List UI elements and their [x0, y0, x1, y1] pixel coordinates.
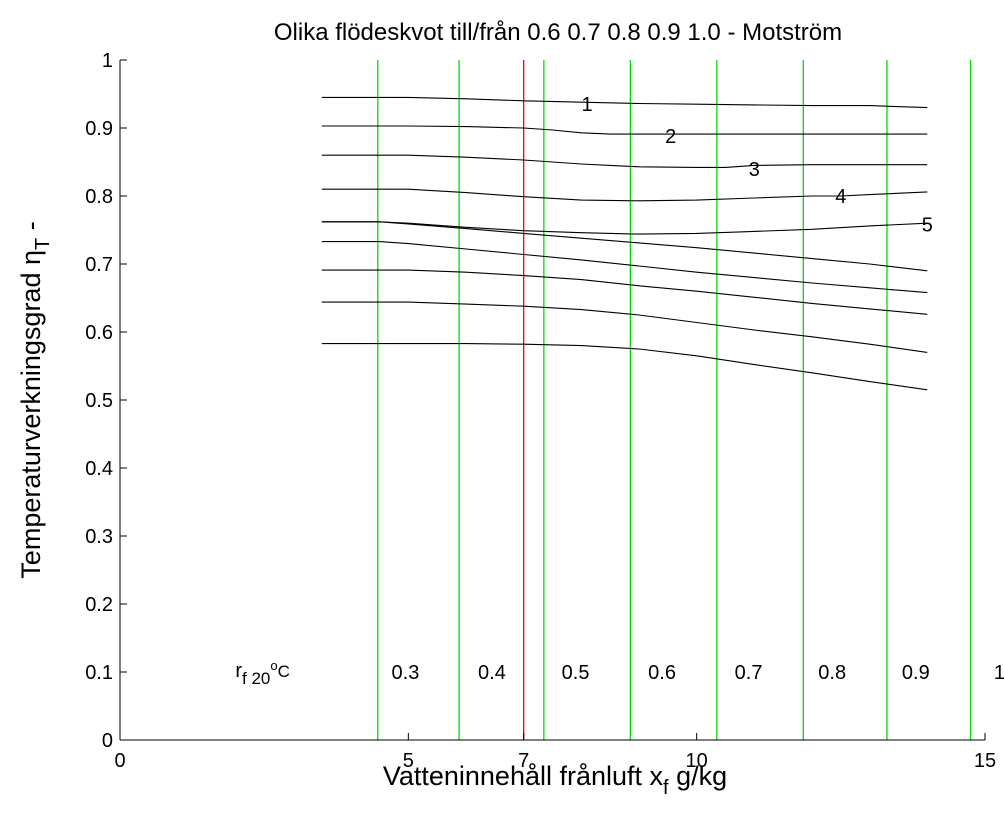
efficiency-curves [321, 96, 928, 391]
rf-value-3: 0.6 [648, 662, 676, 684]
vertical-lines [377, 60, 972, 740]
rf-value-2: 0.5 [562, 662, 590, 684]
y-ticks: 0 0.1 0.2 0.3 0.4 0.5 0.6 0.7 0.8 0.9 1 [85, 50, 127, 752]
rf-value-6: 0.9 [902, 662, 930, 684]
rf-label-main: r [235, 660, 242, 682]
rf-value-7: 1 [994, 662, 1004, 684]
y-tick-label-1: 0.1 [85, 662, 113, 684]
x-axis-label-main: Vatteninnehåll frånluft x [383, 761, 664, 791]
y-tick-label-7: 0.7 [85, 254, 113, 276]
rf-value-labels: 0.3 0.4 0.5 0.6 0.7 0.8 0.9 1 [392, 662, 1004, 684]
curve-2 [321, 125, 928, 135]
x-tick-label-4: 15 [974, 750, 996, 772]
curve-label-4: 4 [835, 186, 846, 208]
curve-1 [321, 96, 928, 109]
rf-value-1: 0.4 [478, 662, 506, 684]
y-axis-label-tail: - [16, 221, 46, 238]
curve-9 [321, 301, 928, 353]
y-tick-label-5: 0.5 [85, 390, 113, 412]
x-axis-label-sub: f [663, 777, 669, 799]
chart-title: Olika flödeskvot till/från 0.6 0.7 0.8 0… [274, 19, 842, 46]
rf-value-0: 0.3 [392, 662, 420, 684]
curve-label-1: 1 [582, 94, 593, 116]
rf-value-4: 0.7 [735, 662, 763, 684]
curve-8 [321, 269, 928, 315]
y-tick-label-4: 0.4 [85, 458, 113, 480]
curve-4 [321, 188, 928, 202]
y-axis-label-main: Temperaturverkningsgrad η [16, 250, 46, 579]
y-tick-label-2: 0.2 [85, 594, 113, 616]
rf-label-sub: f 20 [242, 669, 270, 688]
y-tick-label-9: 0.9 [85, 118, 113, 140]
curve-6 [321, 221, 928, 272]
y-tick-label-8: 0.8 [85, 186, 113, 208]
curve-3 [321, 154, 928, 168]
x-tick-label-0: 0 [114, 750, 125, 772]
curve-label-5: 5 [922, 215, 933, 237]
y-tick-label-10: 1 [102, 50, 113, 72]
curve-label-3: 3 [749, 159, 760, 181]
curve-7 [321, 241, 928, 294]
curve-10 [321, 343, 928, 391]
x-tick-label-1: 5 [403, 750, 414, 772]
x-tick-label-2: 7 [518, 750, 529, 772]
x-tick-label-3: 10 [686, 750, 708, 772]
curve-5 [321, 221, 928, 235]
curve-label-2: 2 [665, 126, 676, 148]
y-axis-label: Temperaturverkningsgrad ηT - [16, 221, 54, 578]
curve-labels: 1 2 3 4 5 [582, 94, 933, 236]
x-ticks: 0 5 7 10 15 [114, 733, 996, 772]
rf-label-tail: C [278, 662, 290, 681]
y-tick-label-0: 0 [102, 730, 113, 752]
rf-value-5: 0.8 [818, 662, 846, 684]
x-axis-label: Vatteninnehåll frånluft xf g/kg [383, 761, 727, 799]
y-tick-label-3: 0.3 [85, 526, 113, 548]
y-tick-label-6: 0.6 [85, 322, 113, 344]
x-axis-label-tail: g/kg [669, 761, 728, 791]
y-axis-label-sub: T [32, 238, 54, 250]
rf-label: rf 20oC [235, 658, 290, 688]
rf-label-sup: o [270, 658, 277, 673]
